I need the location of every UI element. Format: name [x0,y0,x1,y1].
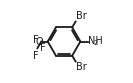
Text: Br: Br [76,11,87,21]
Text: F: F [33,51,39,61]
Text: O: O [35,37,43,46]
Text: 2: 2 [93,40,98,46]
Text: F: F [40,43,45,53]
Text: Br: Br [76,62,87,72]
Text: NH: NH [88,36,103,46]
Text: F: F [33,35,39,45]
